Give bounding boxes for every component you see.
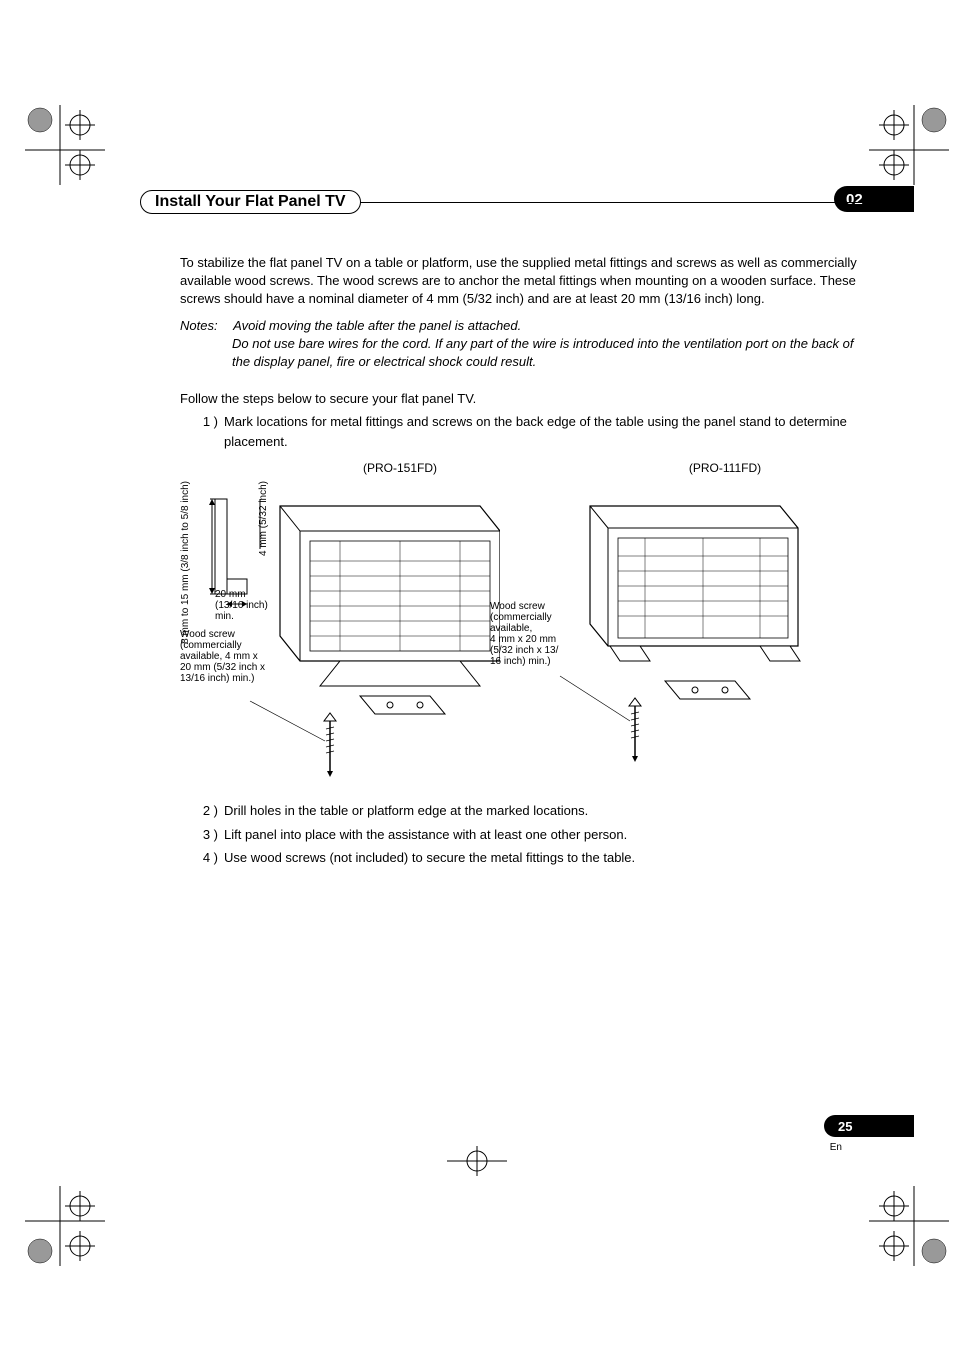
diagram-section: (PRO-151FD) 8 mm to 15 mm (3/8 inch to 5… xyxy=(180,461,860,781)
step-num: 2 ) xyxy=(198,801,224,821)
notes-line1: Avoid moving the table after the panel i… xyxy=(233,318,521,333)
tv-illustration-right xyxy=(520,481,840,781)
step-text: Drill holes in the table or platform edg… xyxy=(224,801,860,821)
diagram-left: (PRO-151FD) 8 mm to 15 mm (3/8 inch to 5… xyxy=(180,461,500,781)
step-num: 4 ) xyxy=(198,848,224,868)
registration-mark-bottom-right xyxy=(869,1186,929,1246)
intro-paragraph: To stabilize the flat panel TV on a tabl… xyxy=(180,254,860,309)
registration-mark-bottom-left xyxy=(25,1186,85,1246)
step-4: 4 ) Use wood screws (not included) to se… xyxy=(198,848,860,868)
step-num: 3 ) xyxy=(198,825,224,845)
step-text: Lift panel into place with the assistanc… xyxy=(224,825,860,845)
label-4mm: 4 mm (5/32 inch) xyxy=(258,481,269,556)
step-list: 1 ) Mark locations for metal fittings an… xyxy=(198,412,860,451)
notes-block: Notes: Avoid moving the table after the … xyxy=(180,317,860,335)
model-label-right: (PRO-111FD) xyxy=(610,461,840,475)
page-number: 25 xyxy=(838,1119,852,1134)
section-title: Install Your Flat Panel TV xyxy=(140,190,361,214)
notes-label: Notes: xyxy=(180,317,230,335)
registration-mark-top-left xyxy=(25,105,85,165)
label-woodscrew-right: Wood screw (commercially available, 4 mm… xyxy=(490,601,558,667)
page-content: Install Your Flat Panel TV To stabilize … xyxy=(140,190,860,872)
label-woodscrew-left: Wood screw (commercially available, 4 mm… xyxy=(180,629,265,684)
registration-mark-bottom-center xyxy=(447,1141,507,1201)
label-8to15: 8 mm to 15 mm (3/8 inch to 5/8 inch) xyxy=(180,481,191,644)
label-20mm: 20 mm (13/16 inch) min. xyxy=(215,589,268,622)
header-bar: Install Your Flat Panel TV xyxy=(140,190,860,214)
step-2: 2 ) Drill holes in the table or platform… xyxy=(198,801,860,821)
page-number-badge: 25 xyxy=(824,1115,914,1137)
step-1: 1 ) Mark locations for metal fittings an… xyxy=(198,412,860,451)
follow-text: Follow the steps below to secure your fl… xyxy=(180,391,860,406)
step-text: Mark locations for metal fittings and sc… xyxy=(224,412,860,451)
language-label: En xyxy=(830,1142,842,1153)
step-3: 3 ) Lift panel into place with the assis… xyxy=(198,825,860,845)
diagram-right: (PRO-111FD) Wood screw (commercially ava… xyxy=(520,461,840,781)
step-num: 1 ) xyxy=(198,412,224,451)
step-list-cont: 2 ) Drill holes in the table or platform… xyxy=(198,801,860,868)
notes-line2: Do not use bare wires for the cord. If a… xyxy=(232,335,860,371)
model-label-left: (PRO-151FD) xyxy=(300,461,500,475)
step-text: Use wood screws (not included) to secure… xyxy=(224,848,860,868)
registration-mark-top-right xyxy=(869,105,929,165)
